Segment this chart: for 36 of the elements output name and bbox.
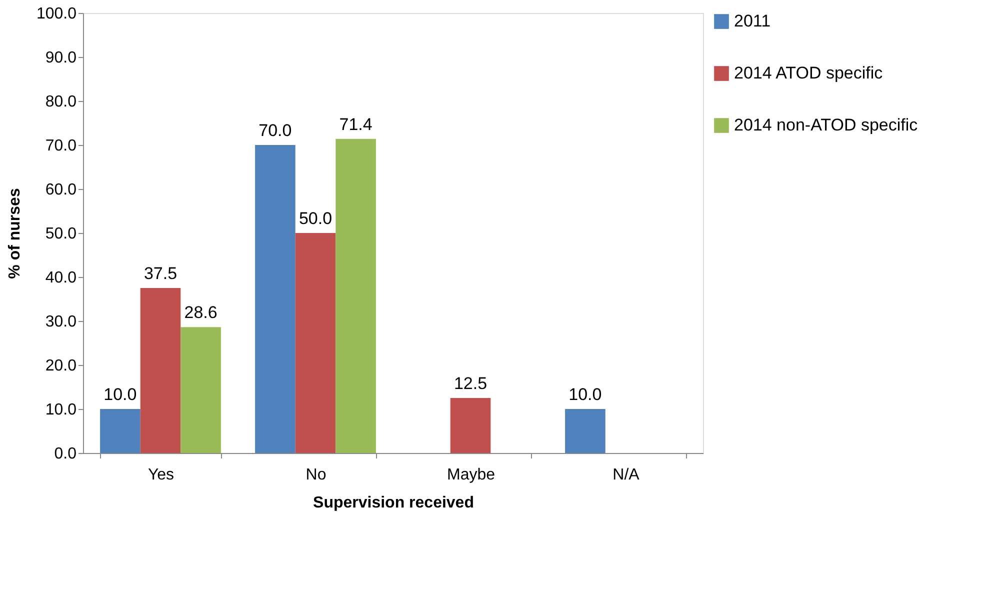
x-tick-label: N/A	[612, 466, 640, 484]
y-tick-label: 70.0	[45, 138, 77, 154]
bar	[336, 138, 376, 453]
y-tick-label: 20.0	[45, 358, 77, 374]
data-label: 10.0	[568, 385, 602, 404]
data-label: 71.4	[339, 114, 372, 134]
bar	[180, 327, 221, 453]
x-tick-label: Yes	[148, 466, 174, 484]
data-label: 70.0	[258, 121, 292, 140]
y-tick-label: 0.0	[54, 446, 77, 462]
data-label: 10.0	[104, 385, 137, 404]
x-axis-title: Supervision received	[313, 494, 474, 512]
data-label: 28.6	[184, 303, 218, 322]
y-tick-label: 100.0	[36, 6, 77, 22]
bar	[140, 288, 181, 453]
y-tick-label: 30.0	[45, 314, 77, 330]
x-tick-label: Maybe	[446, 466, 496, 484]
y-tick-label: 10.0	[45, 402, 77, 418]
bar	[295, 233, 336, 453]
x-tick-label: No	[306, 466, 326, 484]
y-tick-label: 80.0	[45, 94, 77, 110]
legend-label: 2014 ATOD specific	[734, 64, 884, 82]
bar	[565, 409, 606, 453]
y-tick-label: 90.0	[45, 50, 77, 66]
data-label: 37.5	[144, 264, 178, 283]
y-tick-label: 60.0	[45, 182, 77, 198]
data-label: 12.5	[454, 374, 488, 393]
data-label: 50.0	[298, 209, 332, 228]
y-tick-label: 40.0	[45, 270, 77, 286]
bar	[450, 398, 491, 453]
y-tick-label: 50.0	[45, 226, 77, 242]
legend-label: 2011	[734, 12, 771, 30]
bar	[100, 409, 140, 453]
bar	[255, 145, 296, 453]
y-axis-title: % of nurses	[6, 188, 24, 279]
legend-label: 2014 non-ATOD specific	[734, 116, 918, 134]
